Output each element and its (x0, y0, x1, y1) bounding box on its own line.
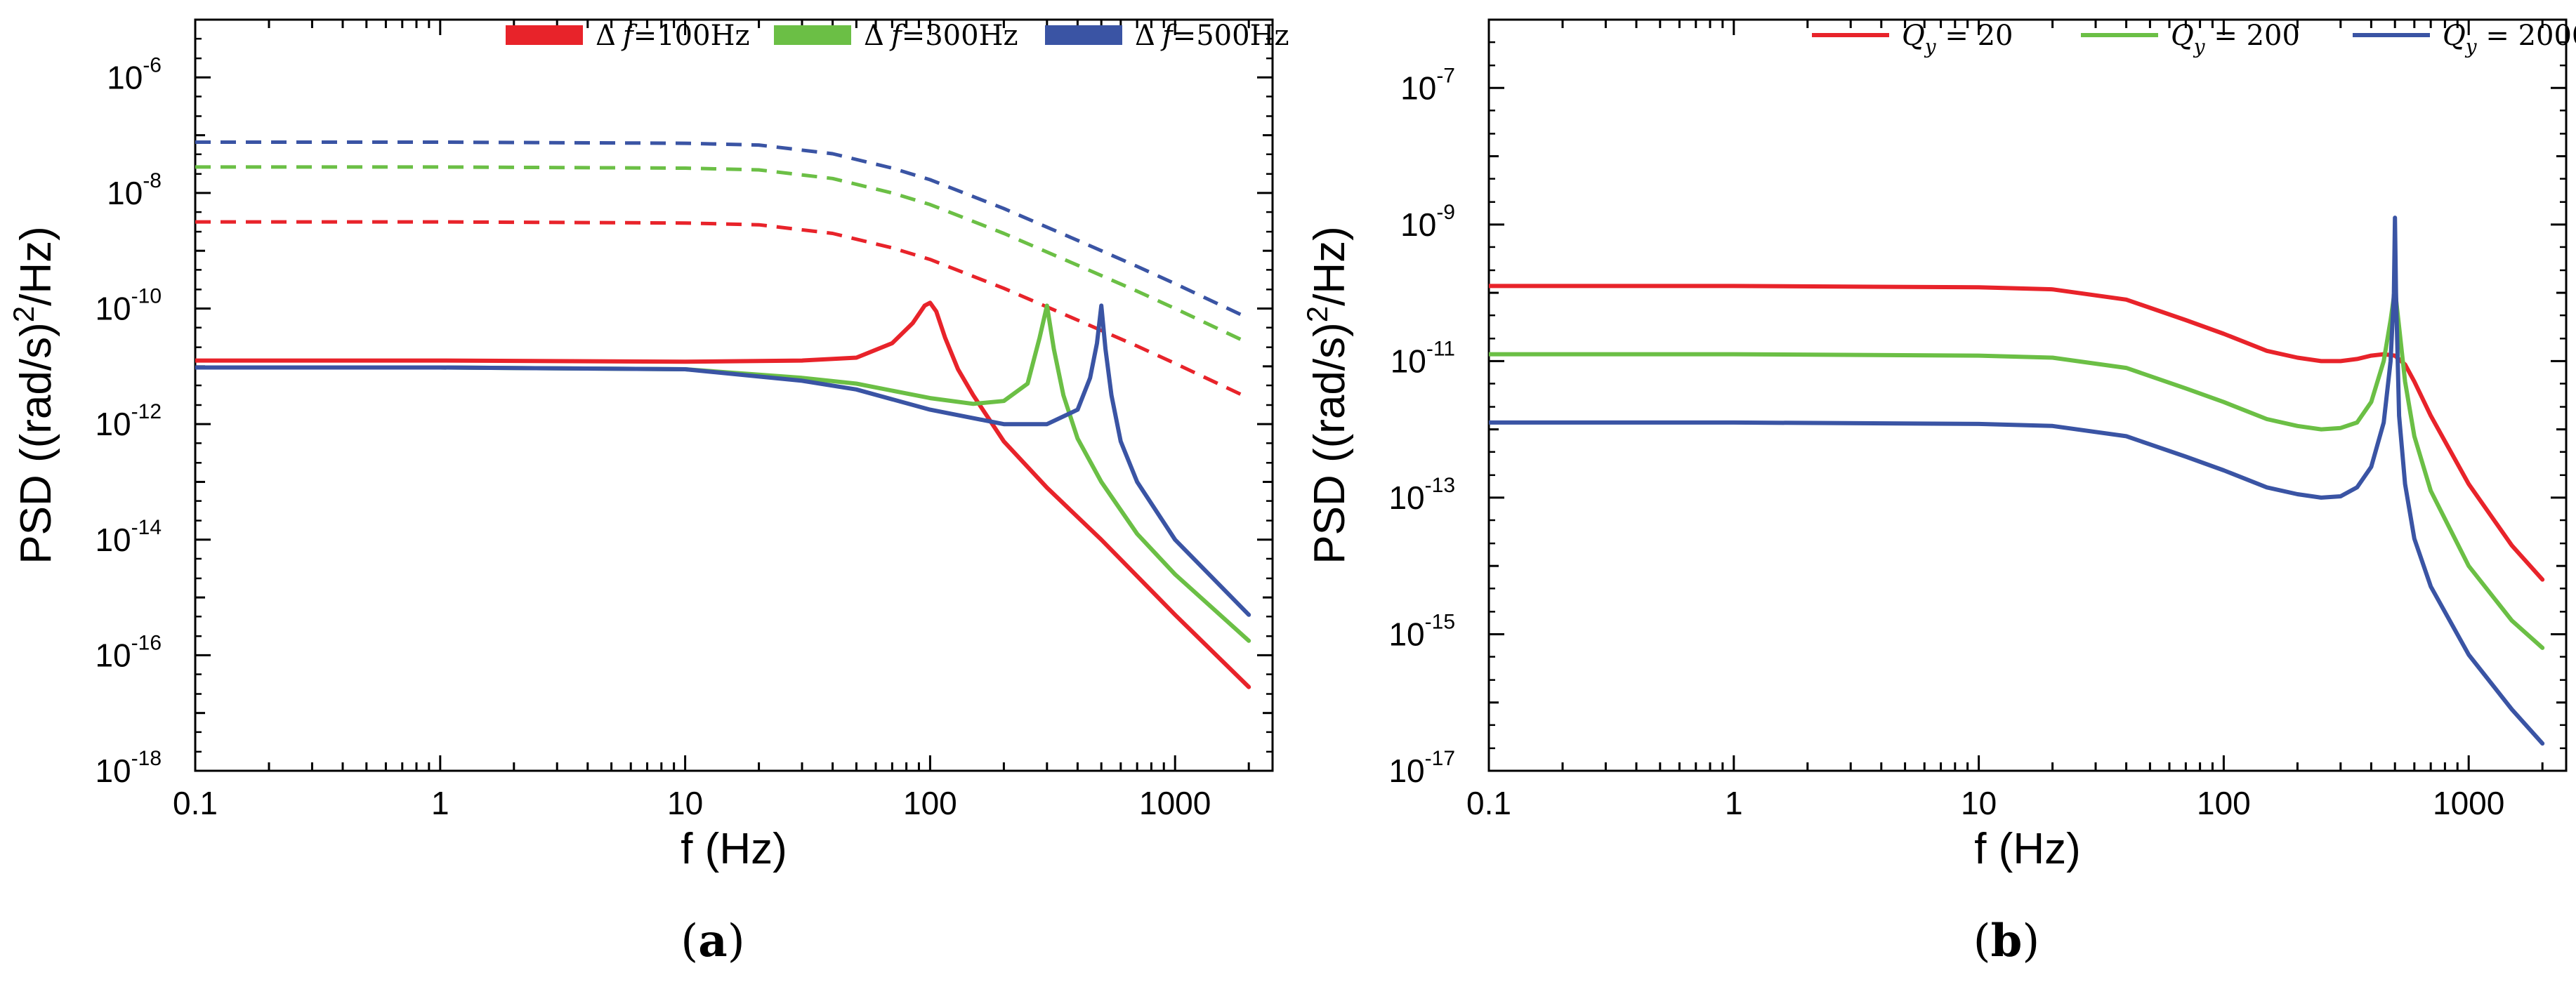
panel-label: (a) (681, 915, 744, 967)
panel-label: (b) (1973, 915, 2040, 967)
y-tick-label: 10-14 (95, 516, 162, 558)
legend-swatch (1045, 25, 1122, 45)
y-axis-title: PSD ((rad/s)2/Hz) (7, 226, 60, 564)
y-tick-label: 10-8 (107, 169, 162, 211)
y-tick-label: 10-12 (95, 400, 162, 442)
legend-swatch (774, 25, 851, 45)
legend-entry: Qy = 20 (1902, 20, 2013, 58)
x-axis-title: f (Hz) (1974, 825, 2081, 873)
series-line-3 (195, 300, 1251, 689)
x-tick-label: 10 (667, 785, 703, 821)
y-tick-label: 10-16 (95, 631, 162, 673)
legend-entry: Qy = 2000 (2443, 20, 2576, 58)
x-tick-label: 0.1 (173, 785, 218, 821)
y-tick-label: 10-9 (1400, 201, 1455, 243)
chart-panel-b: 0.1 1 10 100 1000 10-7 10-9 10-11 10-13 10-15 10-1… (1301, 18, 2576, 967)
series-line-2 (1489, 216, 2545, 746)
plot-frame (1487, 18, 2568, 772)
x-tick-label: 10 (1961, 785, 1997, 821)
x-axis-title: f (Hz) (681, 825, 787, 873)
x-tick-label: 100 (2197, 785, 2251, 821)
x-tick-label: 100 (903, 785, 957, 821)
series-line-5 (195, 303, 1251, 617)
y-tick-label: 10-17 (1388, 747, 1455, 789)
legend-entry: Qy = 200 (2171, 20, 2300, 58)
series-line-dashed-2 (195, 140, 1250, 320)
y-tick-label: 10-10 (95, 285, 162, 327)
y-tick-label: 10-15 (1388, 610, 1455, 652)
y-tick-label: 10-11 (1391, 337, 1455, 379)
chart-panel-a: 0.1 1 10 100 1000 10-6 10-8 10-10 10-12 10-14 10-1… (7, 18, 1289, 967)
y-tick-label: 10-6 (107, 53, 162, 95)
series-line-dashed-1 (195, 165, 1250, 345)
x-tick-label: 0.1 (1466, 785, 1511, 821)
legend-swatch (506, 25, 583, 45)
y-tick-label: 10-7 (1400, 64, 1455, 106)
series-line-1 (1489, 287, 2545, 650)
series-line-0 (1489, 284, 2545, 582)
y-tick-label: 10-13 (1388, 474, 1455, 516)
x-tick-label: 1 (431, 785, 449, 821)
series-line-4 (195, 303, 1251, 643)
series-line-dashed-0 (195, 220, 1250, 400)
y-axis-title: PSD ((rad/s)2/Hz) (1301, 226, 1354, 564)
x-tick-label: 1 (1725, 785, 1743, 821)
x-tick-label: 1000 (2433, 785, 2504, 821)
y-tick-label: 10-18 (95, 747, 162, 789)
plot-frame (194, 18, 1274, 772)
x-tick-label: 1000 (1139, 785, 1211, 821)
